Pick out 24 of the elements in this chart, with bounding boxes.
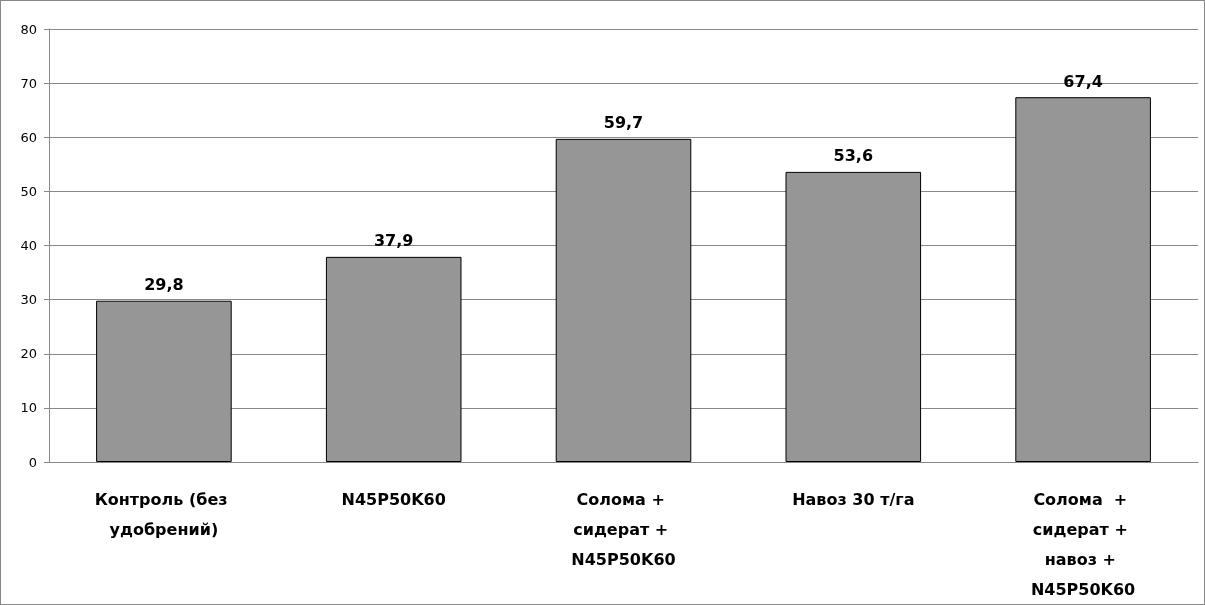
data-label: 59,7 bbox=[603, 113, 644, 133]
y-tick-label: 70 bbox=[20, 75, 37, 91]
bar bbox=[1015, 97, 1151, 462]
data-label: 37,9 bbox=[373, 231, 414, 251]
x-tick-label: Солома + сидерат + навоз + N45P50K60 bbox=[1030, 489, 1136, 599]
bar bbox=[325, 256, 462, 462]
y-tick-label: 50 bbox=[20, 183, 37, 199]
x-tick-label: Навоз 30 т/га bbox=[792, 489, 915, 509]
x-tick-label: N45P50K60 bbox=[341, 489, 446, 509]
y-tick-label: 60 bbox=[20, 129, 37, 145]
data-label: 53,6 bbox=[833, 146, 874, 166]
bar bbox=[96, 300, 232, 462]
x-tick-label: Контроль (без удобрений) bbox=[94, 489, 234, 539]
y-tick-label: 10 bbox=[20, 400, 37, 416]
y-tick-label: 20 bbox=[20, 346, 37, 362]
y-tick-label: 0 bbox=[28, 454, 37, 470]
bar bbox=[785, 171, 922, 462]
data-label: 29,8 bbox=[144, 275, 184, 295]
y-tick-label: 30 bbox=[20, 292, 37, 308]
data-label: 67,4 bbox=[1063, 71, 1103, 91]
x-tick-label: Солома + сидерат + N45P50K60 bbox=[571, 489, 676, 569]
y-tick-label: 40 bbox=[20, 238, 37, 253]
y-tick-label: 80 bbox=[20, 21, 37, 37]
bar bbox=[555, 138, 692, 462]
